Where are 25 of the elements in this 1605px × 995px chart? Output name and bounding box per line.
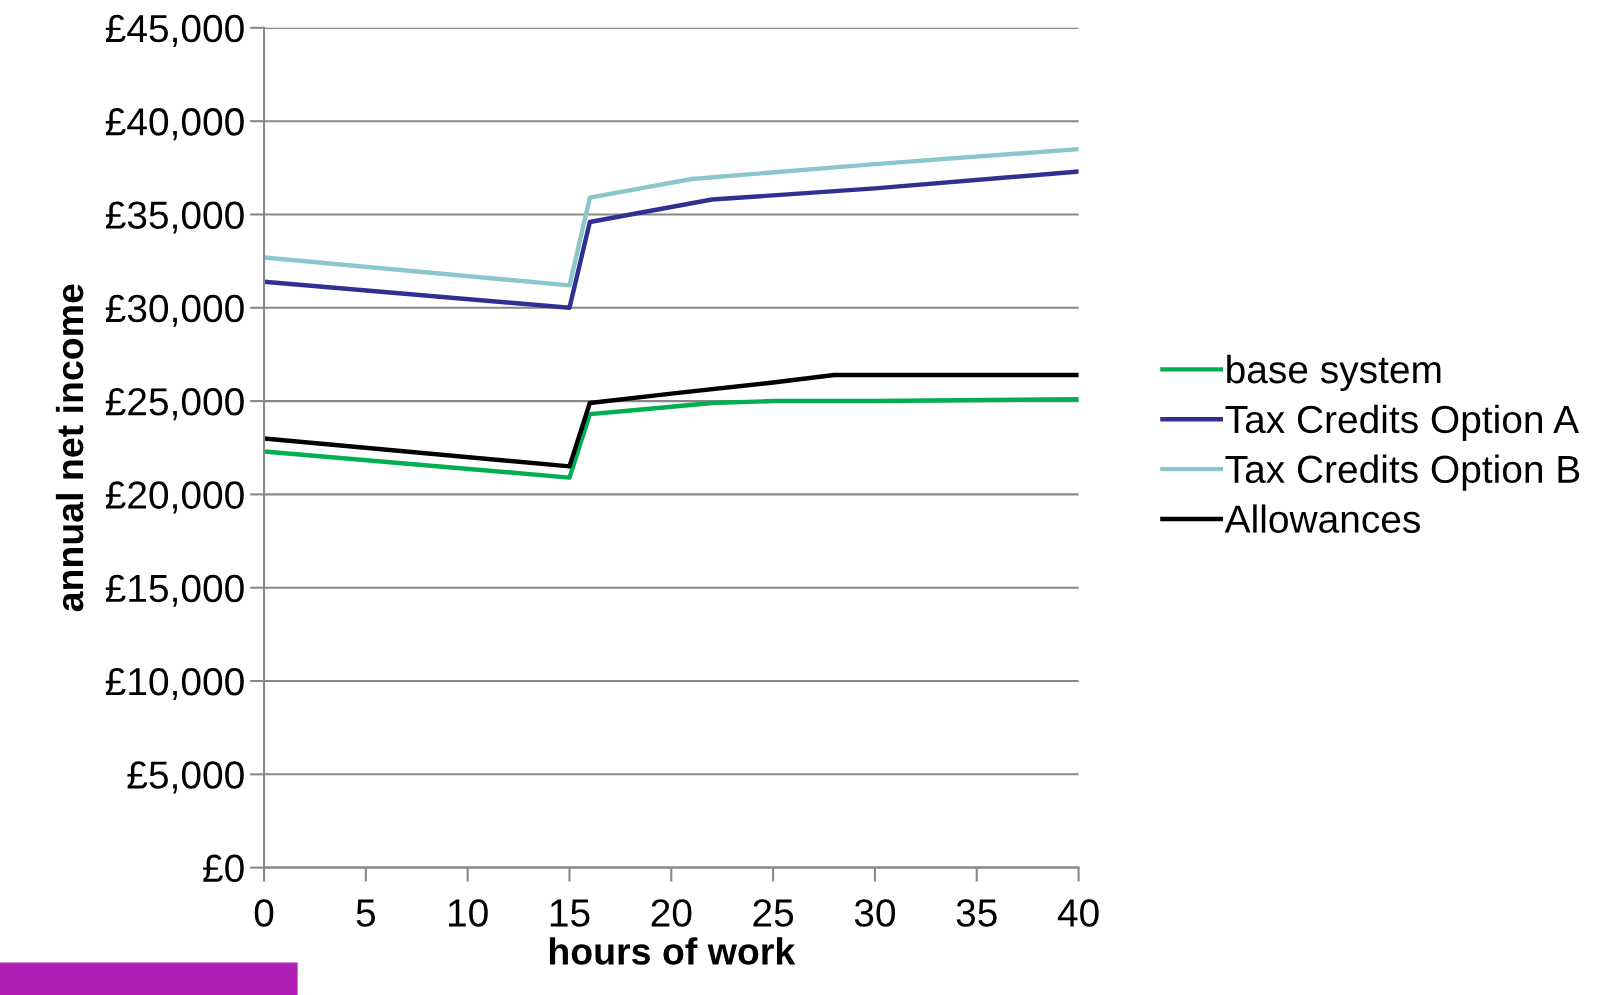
legend-label: Tax Credits Option A [1225,404,1580,441]
legend-label: base system [1227,354,1441,392]
y-tick-label: £30,000 [105,294,244,327]
y-tick-label: £40,000 [105,108,244,141]
y-tick-label: £0 [203,854,244,883]
y-tick-label: £15,000 [105,574,244,607]
x-tick-label: 35 [956,899,997,927]
legend-label: Allowances [1224,504,1420,533]
y-tick-label: £20,000 [105,481,244,514]
x-axis-title: hours of work [549,937,796,965]
x-tick-label: 25 [753,899,794,927]
legend-label: Tax Credits Option B [1225,454,1580,491]
x-tick-label: 15 [550,899,590,927]
y-tick-label: £5,000 [127,761,244,794]
x-tick-label: 10 [449,899,488,927]
y-axis-title: annual net income [55,284,84,612]
y-tick-label: £25,000 [105,388,244,421]
y-tick-label: £10,000 [105,667,244,701]
x-tick-label: 20 [651,899,692,927]
y-tick-label: £45,000 [105,14,244,47]
x-tick-label: 5 [356,899,376,927]
y-tick-label: £35,000 [105,201,244,234]
x-tick-label: 40 [1057,899,1099,927]
x-tick-label: 0 [254,899,274,927]
x-tick-label: 30 [854,899,896,927]
